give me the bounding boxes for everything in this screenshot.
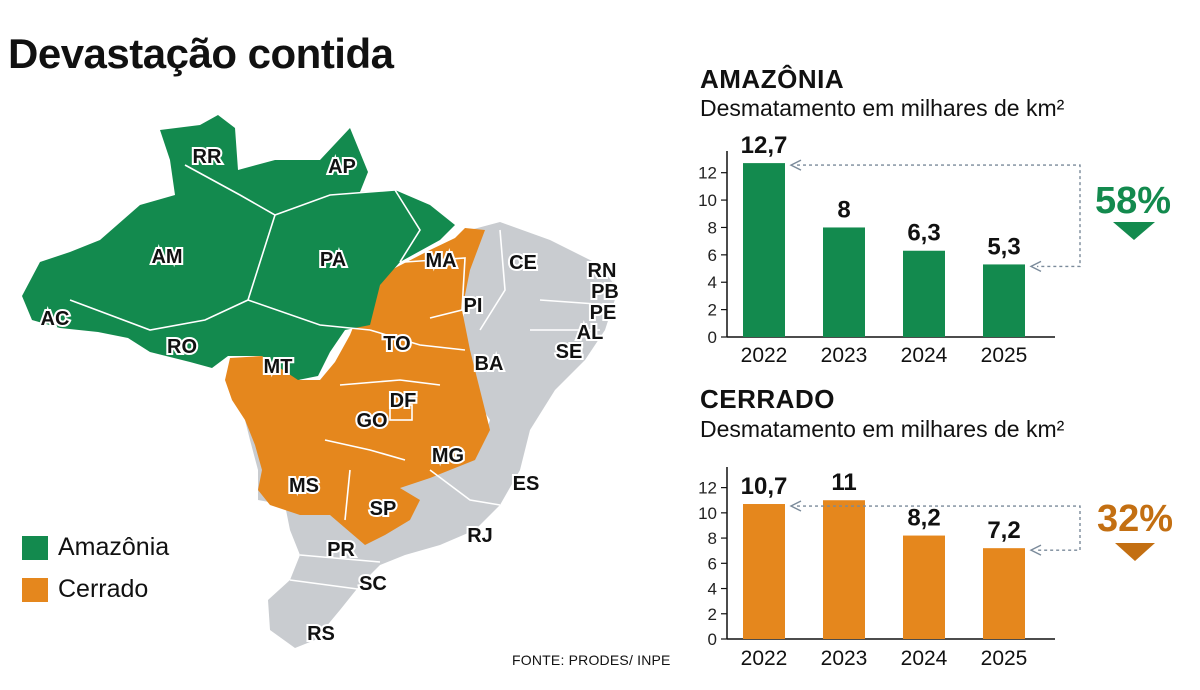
state-label-ma: MA [425,250,456,272]
change-label-amazonia: 58% [1095,180,1172,222]
bar-cerrado-2022 [743,504,785,639]
bar-cerrado-2025 [983,548,1025,639]
x-tick-label-2025: 2025 [981,647,1028,670]
state-label-sp: SP [370,498,397,520]
data-label-cerrado-2024: 8,2 [907,505,940,532]
state-label-al: AL [577,322,604,344]
decrease-triangle-cerrado [1115,543,1155,561]
state-label-ce: CE [509,252,537,274]
change-label-cerrado: 32% [1097,498,1174,540]
state-label-to: TO [383,333,410,355]
legend-label-cerrado: Cerrado [58,575,149,603]
x-tick-label-2023: 2023 [821,647,868,670]
state-label-se: SE [556,341,583,363]
y-tick-label: 6 [708,246,717,265]
y-tick-label: 8 [708,218,717,237]
y-tick-label: 6 [708,554,717,573]
state-label-ap: AP [328,156,356,178]
data-label-amazonia-2025: 5,3 [987,233,1020,260]
state-label-rn: RN [588,260,617,282]
state-label-pe: PE [590,302,617,324]
x-tick-label-2024: 2024 [901,647,948,670]
state-label-rs: RS [307,623,335,645]
comparison-line-cerrado [797,505,1081,551]
bar-amazonia-2025 [983,264,1025,337]
bar-cerrado-2024 [903,535,945,639]
x-tick-label-2022: 2022 [741,344,788,367]
data-label-cerrado-2022: 10,7 [741,473,788,500]
state-label-rr: RR [193,146,222,168]
chart-subtitle-amazonia: Desmatamento em milhares de km² [700,95,1065,121]
y-tick-label: 0 [708,328,717,347]
state-label-ms: MS [289,475,319,497]
comparison-arrowhead-cerrado-start [789,500,802,512]
y-tick-label: 2 [708,605,717,624]
x-tick-label-2025: 2025 [981,344,1028,367]
bar-cerrado-2023 [823,500,865,639]
legend-amazonia: Amazônia [22,533,169,562]
state-label-mg: MG [432,445,464,467]
bar-amazonia-2023 [823,227,865,337]
state-label-rj: RJ [467,525,493,547]
state-label-pb: PB [591,281,619,303]
y-tick-label: 10 [698,504,717,523]
data-label-amazonia-2022: 12,7 [741,132,788,159]
df-outline [389,404,413,421]
y-tick-label: 12 [698,479,717,498]
state-label-ro: RO [167,336,197,358]
data-label-cerrado-2023: 11 [831,469,856,496]
state-label-df: DF [390,390,417,412]
comparison-arrowhead-cerrado-end [1029,544,1042,556]
y-tick-label: 10 [698,191,717,210]
state-label-pr: PR [327,539,355,561]
legend-swatch-cerrado [22,577,48,602]
map-regions [22,115,618,648]
region-amazonia [22,115,455,380]
region-other [245,222,618,648]
legend-swatch-amazonia [22,535,48,560]
state-label-pi: PI [464,295,483,317]
source-note: FONTE: PRODES/ INPE [512,652,671,668]
x-tick-label-2024: 2024 [901,344,948,367]
y-tick-label: 8 [708,529,717,548]
comparison-arrowhead-amazonia-start [789,159,802,171]
region-cerrado [225,228,490,545]
state-label-ba: BA [475,353,504,375]
comparison-arrowhead-amazonia-end [1029,260,1042,273]
y-tick-label: 2 [708,301,717,320]
y-tick-label: 4 [708,273,717,292]
legend-label-amazonia: Amazônia [58,533,170,561]
decrease-triangle-amazonia [1113,222,1155,240]
chart-subtitle-cerrado: Desmatamento em milhares de km² [700,416,1065,442]
bar-amazonia-2024 [903,250,945,337]
state-label-go: GO [356,410,387,432]
state-label-mt: MT [264,356,293,378]
x-tick-label-2022: 2022 [741,647,788,670]
page-title: Devastação contida [8,30,394,77]
state-label-am: AM [151,246,182,268]
y-tick-label: 4 [708,580,717,599]
data-label-amazonia-2023: 8 [837,196,850,223]
state-label-ac: AC [41,308,70,330]
bar-amazonia-2022 [743,163,785,337]
chart-title-amazonia: AMAZÔNIA [700,64,845,94]
x-tick-label-2023: 2023 [821,344,868,367]
y-tick-label: 0 [708,630,717,649]
data-label-cerrado-2025: 7,2 [987,517,1020,544]
state-label-es: ES [513,473,540,495]
data-label-amazonia-2024: 6,3 [907,220,940,247]
state-label-sc: SC [359,573,387,595]
y-tick-label: 12 [698,164,717,183]
state-label-pa: PA [320,249,346,271]
chart-title-cerrado: CERRADO [700,384,835,414]
legend-cerrado: Cerrado [22,575,148,604]
